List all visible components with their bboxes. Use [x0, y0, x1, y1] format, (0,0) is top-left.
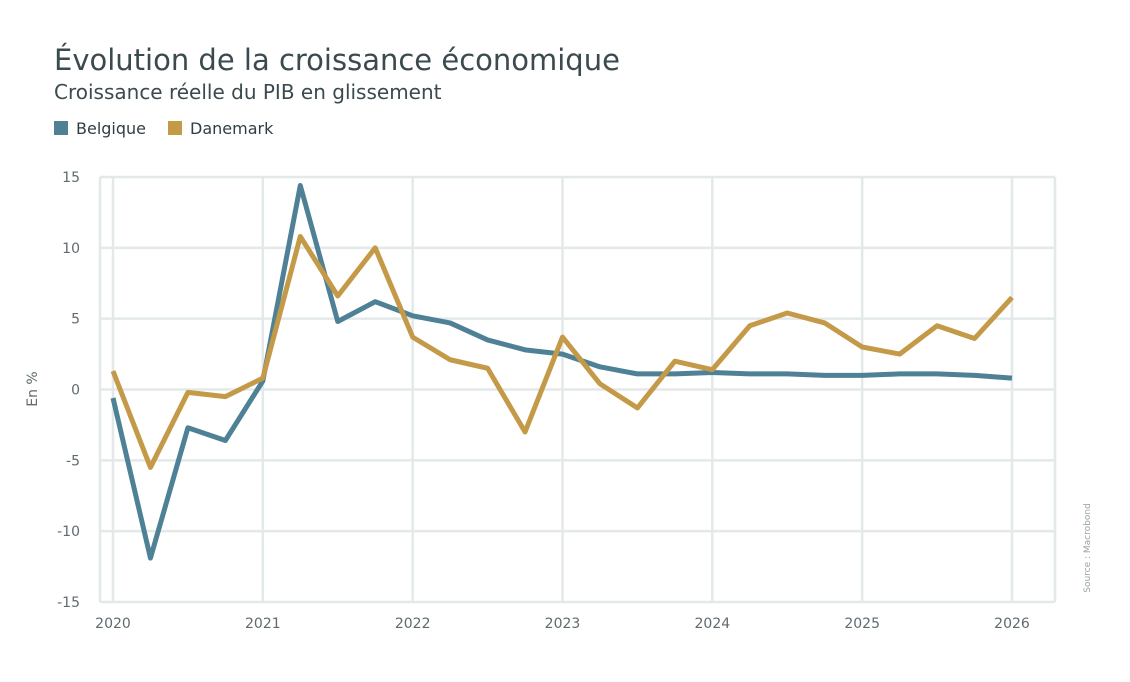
x-tick-label: 2024: [695, 616, 731, 632]
source: Source : Macrobond: [1083, 503, 1093, 593]
x-tick-label: 2025: [844, 616, 880, 632]
x-tick-label: 2021: [245, 616, 281, 632]
x-tick-label: 2020: [95, 616, 131, 632]
y-tick-label: 5: [71, 312, 80, 328]
y-tick-label: 15: [62, 170, 80, 186]
legend-swatch: [54, 121, 68, 135]
x-tick-label: 2023: [545, 616, 581, 632]
x-tick-label: 2022: [395, 616, 431, 632]
chart-title: Évolution de la croissance économique: [54, 43, 620, 77]
x-tick-label: 2026: [994, 616, 1030, 632]
series-line: [110, 234, 1014, 470]
legend-swatch: [168, 121, 183, 135]
y-tick-label: 0: [71, 383, 80, 399]
y-axis-label: En %: [25, 371, 41, 406]
legend-label: Belgique: [76, 119, 146, 138]
y-tick-label: -5: [66, 453, 80, 469]
y-tick-label: -10: [57, 524, 80, 540]
y-tick-label: -15: [57, 595, 80, 611]
series-line: [110, 183, 1013, 561]
chart-subtitle: Croissance réelle du PIB en glissement: [54, 80, 442, 104]
legend-label: Danemark: [190, 119, 274, 138]
y-tick-label: 10: [62, 241, 80, 257]
